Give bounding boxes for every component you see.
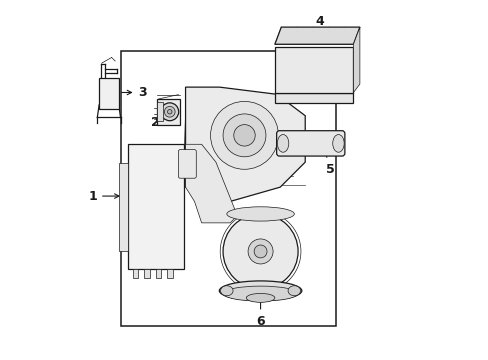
- Circle shape: [161, 103, 178, 121]
- Bar: [99, 78, 119, 109]
- Circle shape: [164, 107, 175, 117]
- Polygon shape: [185, 87, 305, 202]
- Bar: [132, 269, 138, 278]
- Text: 3: 3: [122, 86, 147, 99]
- Circle shape: [233, 125, 255, 146]
- Ellipse shape: [332, 135, 344, 152]
- Text: 4: 4: [313, 14, 323, 42]
- Bar: [274, 46, 353, 93]
- Circle shape: [167, 109, 172, 114]
- Polygon shape: [119, 163, 128, 251]
- Ellipse shape: [287, 286, 300, 296]
- Ellipse shape: [226, 207, 294, 221]
- Ellipse shape: [277, 135, 288, 152]
- FancyBboxPatch shape: [178, 150, 196, 178]
- Bar: [274, 93, 353, 103]
- Ellipse shape: [246, 293, 274, 302]
- Text: 5: 5: [323, 148, 334, 176]
- Ellipse shape: [220, 286, 233, 296]
- Bar: [121, 51, 335, 327]
- Bar: [157, 99, 180, 125]
- Text: 6: 6: [256, 297, 264, 328]
- Circle shape: [223, 114, 265, 157]
- Text: 2: 2: [150, 115, 174, 129]
- Bar: [166, 269, 172, 278]
- Ellipse shape: [219, 281, 301, 301]
- Polygon shape: [274, 27, 359, 44]
- Circle shape: [210, 102, 278, 169]
- Bar: [128, 144, 183, 269]
- Circle shape: [254, 245, 266, 258]
- Polygon shape: [353, 27, 359, 93]
- Bar: [157, 103, 163, 121]
- Circle shape: [223, 214, 298, 289]
- FancyBboxPatch shape: [276, 131, 344, 156]
- Ellipse shape: [223, 286, 298, 301]
- Circle shape: [247, 239, 272, 264]
- Polygon shape: [185, 144, 237, 223]
- Bar: [144, 269, 149, 278]
- Bar: [155, 269, 161, 278]
- Text: 1: 1: [88, 190, 119, 203]
